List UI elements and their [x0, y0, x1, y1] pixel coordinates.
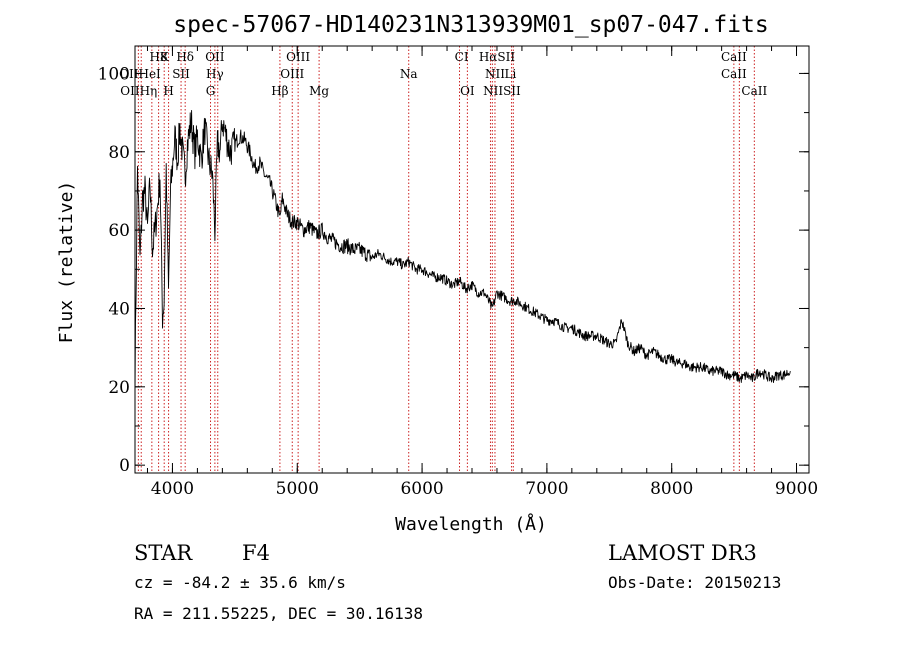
- spectrum-series: [134, 109, 791, 397]
- line-label: Hβ: [271, 84, 288, 98]
- spectrum-line: [134, 109, 791, 397]
- line-label: H8: [150, 50, 168, 64]
- line-label: HαSII: [479, 50, 516, 64]
- obs-date-text: Obs-Date: 20150213: [608, 573, 781, 592]
- line-label: OIIHeI: [119, 67, 161, 81]
- line-label: CI: [455, 50, 469, 64]
- line-label: OII: [205, 50, 225, 64]
- line-label: NIISII: [483, 84, 521, 98]
- line-label: H: [163, 84, 173, 98]
- line-label: Hδ: [176, 50, 194, 64]
- line-label: OIII: [286, 50, 310, 64]
- y-tick-label: 100: [98, 64, 130, 84]
- plot-frame: [134, 45, 810, 474]
- line-label: CaII: [741, 84, 767, 98]
- x-tick-label: 6000: [400, 479, 443, 499]
- x-axis-label: Wavelength (Å): [395, 513, 547, 535]
- chart-title: spec-57067-HD140231N313939M01_sp07-047.f…: [173, 12, 768, 38]
- line-label: K: [160, 50, 170, 64]
- x-tick-label: 9000: [775, 479, 818, 499]
- y-tick-label: 80: [108, 143, 130, 163]
- x-tick-label: 8000: [650, 479, 693, 499]
- line-label: Hγ: [206, 67, 224, 81]
- line-label: Li: [505, 67, 517, 81]
- y-tick-label: 20: [108, 378, 130, 398]
- y-axis-label: Flux (relative): [56, 181, 77, 344]
- redshift-text: cz = -84.2 ± 35.6 km/s: [134, 573, 346, 592]
- object-subclass: F4: [242, 541, 270, 565]
- y-tick-label: 0: [119, 456, 130, 476]
- line-label: Mg: [309, 84, 329, 98]
- line-label: OIIHη: [120, 84, 157, 98]
- line-label: CaII: [721, 67, 747, 81]
- x-tick-label: 4000: [151, 479, 194, 499]
- line-label: SII: [172, 67, 190, 81]
- spectral-line-labels: H8K Hδ OII OIII CI HαSII CaII OIIHeI SII Hγ OIII Na…: [119, 50, 767, 98]
- y-tick-label: 60: [108, 221, 130, 241]
- line-label: CaII: [721, 50, 747, 64]
- line-label: NII: [485, 67, 505, 81]
- x-tick-label: 5000: [276, 479, 319, 499]
- spectral-line-markers: [137, 46, 755, 473]
- info-block: STAR F4 LAMOST DR3 cz = -84.2 ± 35.6 km/…: [134, 541, 781, 623]
- coordinates-text: RA = 211.55225, DEC = 30.16138: [134, 604, 423, 623]
- x-axis-ticks: 4000 5000 6000 7000 8000 9000: [146, 46, 818, 499]
- survey-name: LAMOST DR3: [608, 541, 757, 565]
- y-axis-ticks: 0 20 40 60 80 100: [98, 64, 809, 476]
- line-label: OIII: [280, 67, 304, 81]
- x-tick-label: 7000: [525, 479, 568, 499]
- object-class: STAR: [134, 541, 193, 565]
- line-label: OI: [460, 84, 475, 98]
- y-tick-label: 40: [108, 299, 130, 319]
- line-label: Na: [400, 67, 418, 81]
- line-label: G: [206, 84, 216, 98]
